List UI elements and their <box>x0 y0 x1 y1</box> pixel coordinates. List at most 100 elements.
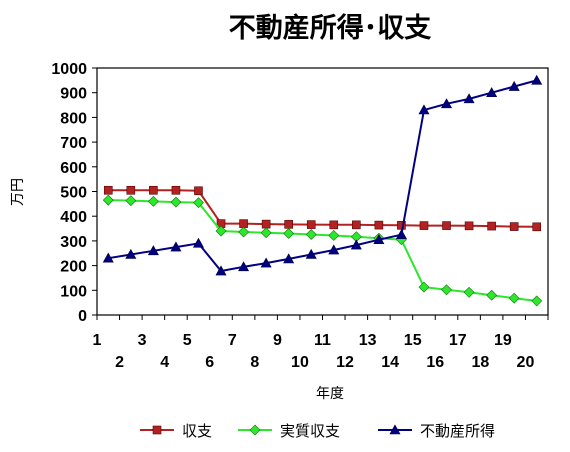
legend-label: 実質収支 <box>280 422 340 440</box>
x-tick-label: 20 <box>517 354 535 371</box>
series-1-point <box>261 219 271 229</box>
y-tick-label: 800 <box>60 110 87 127</box>
series-1-point <box>509 222 519 231</box>
series-1-point <box>487 221 496 231</box>
series-line-3 <box>108 79 537 273</box>
series-3-point <box>192 237 204 248</box>
x-tick-label: 7 <box>228 332 237 349</box>
chart-title: 不動産所得･収支 <box>229 12 432 44</box>
series-2-point <box>193 197 204 209</box>
legend-label: 不動産所得 <box>420 422 495 440</box>
series-2-point <box>170 196 182 208</box>
series-1-point <box>464 221 474 231</box>
x-tick-label: 9 <box>273 332 282 349</box>
legend-label: 収支 <box>182 422 212 440</box>
y-tick-label: 100 <box>60 283 87 300</box>
series-2-point <box>125 195 137 207</box>
x-tick-label: 11 <box>314 332 331 349</box>
legend-marker <box>389 424 401 435</box>
series-3-point <box>418 104 430 115</box>
series-1-point <box>374 220 384 230</box>
x-tick-label: 6 <box>205 354 214 371</box>
series-3-point <box>373 234 385 244</box>
series-2-point <box>305 229 317 240</box>
y-tick-label: 700 <box>60 135 87 152</box>
plot-area <box>96 67 549 316</box>
series-1-point <box>194 186 203 196</box>
series-3-point <box>508 80 520 91</box>
series-3-point <box>486 87 498 97</box>
series-3-point <box>147 245 159 256</box>
series-3-point <box>238 261 250 272</box>
series-3-point <box>441 98 453 109</box>
series-1-point <box>126 185 136 195</box>
x-tick-label: 5 <box>183 332 192 349</box>
series-1-point <box>352 220 361 230</box>
series-3-point <box>328 244 340 255</box>
series-2-point <box>508 292 520 304</box>
series-2-point <box>147 195 159 207</box>
x-tick-label: 17 <box>449 332 467 349</box>
x-tick-label: 1 <box>93 332 102 349</box>
y-axis: 0 100 200 300 400 500 600 700 800 900 1000 <box>51 61 97 325</box>
series-1-point <box>329 220 339 230</box>
series-3-point <box>215 265 227 276</box>
x-axis-label: 年度 <box>316 386 344 402</box>
x-tick-label: 13 <box>359 332 377 349</box>
series-3-point <box>350 239 362 250</box>
series-1-point <box>103 185 113 195</box>
legend-marker <box>249 424 261 436</box>
series-line-1 <box>108 189 537 228</box>
series-2-point <box>328 230 340 241</box>
y-tick-label: 500 <box>60 185 87 202</box>
series-2-point <box>486 289 498 301</box>
x-tick-label: 16 <box>426 354 444 371</box>
series-3-point <box>260 257 272 268</box>
series-2-point <box>215 225 227 237</box>
series-2-point <box>260 227 272 239</box>
x-tick-label: 12 <box>336 354 354 371</box>
series-layer <box>102 74 543 307</box>
series-2-point <box>463 286 475 298</box>
series-2-point <box>441 284 452 296</box>
series-3-point <box>463 93 475 104</box>
y-axis-label: 万円 <box>10 178 26 206</box>
series-2-point <box>102 194 114 206</box>
legend-marker <box>152 425 162 435</box>
series-3-point <box>125 248 137 259</box>
series-3-point <box>283 253 295 264</box>
series-1-point <box>284 220 293 229</box>
series-3-point <box>102 252 114 263</box>
series-2-point <box>283 228 295 239</box>
y-tick-label: 300 <box>60 234 87 251</box>
legend: 収支 実質収支 不動産所得 <box>140 422 495 440</box>
series-1-point <box>419 221 429 230</box>
y-tick-label: 1000 <box>51 61 87 78</box>
series-1-point <box>306 220 316 229</box>
series-1-point <box>532 222 542 232</box>
y-tick-label: 900 <box>60 86 87 103</box>
series-3-point <box>170 241 182 252</box>
series-1-point <box>442 221 451 230</box>
y-tick-label: 600 <box>60 160 87 177</box>
series-3-point <box>531 74 543 85</box>
x-tick-label: 18 <box>471 354 489 371</box>
x-tick-label: 19 <box>494 332 512 349</box>
y-tick-label: 0 <box>78 308 87 325</box>
series-3-point <box>305 248 317 259</box>
x-tick-label: 10 <box>291 354 309 371</box>
series-2-point <box>418 281 430 293</box>
x-tick-label: 8 <box>250 354 259 371</box>
y-tick-label: 400 <box>60 209 87 226</box>
x-tick-label: 15 <box>404 332 422 349</box>
x-tick-label: 2 <box>115 354 124 371</box>
x-tick-label: 3 <box>138 332 147 349</box>
series-1-point <box>171 185 181 195</box>
series-1-point <box>239 219 248 228</box>
series-2-point <box>238 226 249 238</box>
y-tick-label: 200 <box>60 259 87 276</box>
series-1-point <box>149 185 158 195</box>
